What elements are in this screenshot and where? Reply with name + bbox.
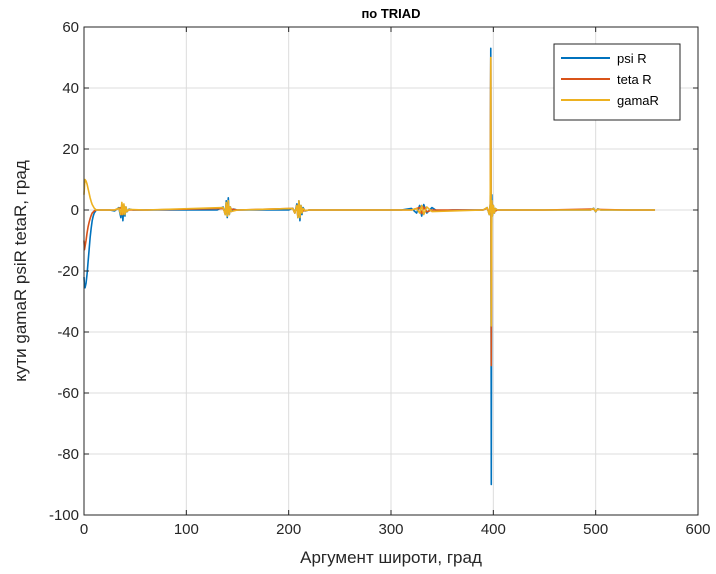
x-tick-label: 400 — [481, 521, 506, 538]
x-tick-label: 600 — [685, 521, 710, 538]
y-tick-label: 0 — [71, 202, 79, 219]
x-axis-title: Аргумент широти, град — [300, 548, 482, 567]
chart-title: по TRIAD — [361, 6, 420, 21]
legend-label-teta-r: teta R — [617, 72, 652, 87]
x-tick-label: 100 — [174, 521, 199, 538]
y-tick-label: -100 — [49, 507, 79, 524]
x-tick-label: 500 — [583, 521, 608, 538]
y-tick-label: -60 — [57, 385, 79, 402]
series-line-gamar — [83, 56, 656, 327]
x-tick-label: 300 — [378, 521, 403, 538]
legend-label-psi-r: psi R — [617, 51, 647, 66]
y-axis-title: кути gamaR psiR tetaR, град — [11, 160, 30, 382]
x-tick-label: 0 — [80, 521, 88, 538]
legend: psi R teta R gamaR — [553, 43, 681, 121]
y-tick-label: 20 — [62, 141, 79, 158]
legend-box — [553, 43, 681, 121]
y-tick-label: -20 — [57, 263, 79, 280]
y-tick-label: 60 — [62, 19, 79, 36]
y-tick-label: -40 — [57, 324, 79, 341]
x-tick-label: 200 — [276, 521, 301, 538]
y-tick-label: 40 — [62, 80, 79, 97]
series-layer — [83, 47, 656, 486]
axis-ticks: 0 100 200 300 400 500 600 -100 -80 -60 -40 -20 0 20 40… — [49, 19, 711, 538]
y-tick-label: -80 — [57, 446, 79, 463]
legend-label-gamar: gamaR — [617, 93, 659, 108]
